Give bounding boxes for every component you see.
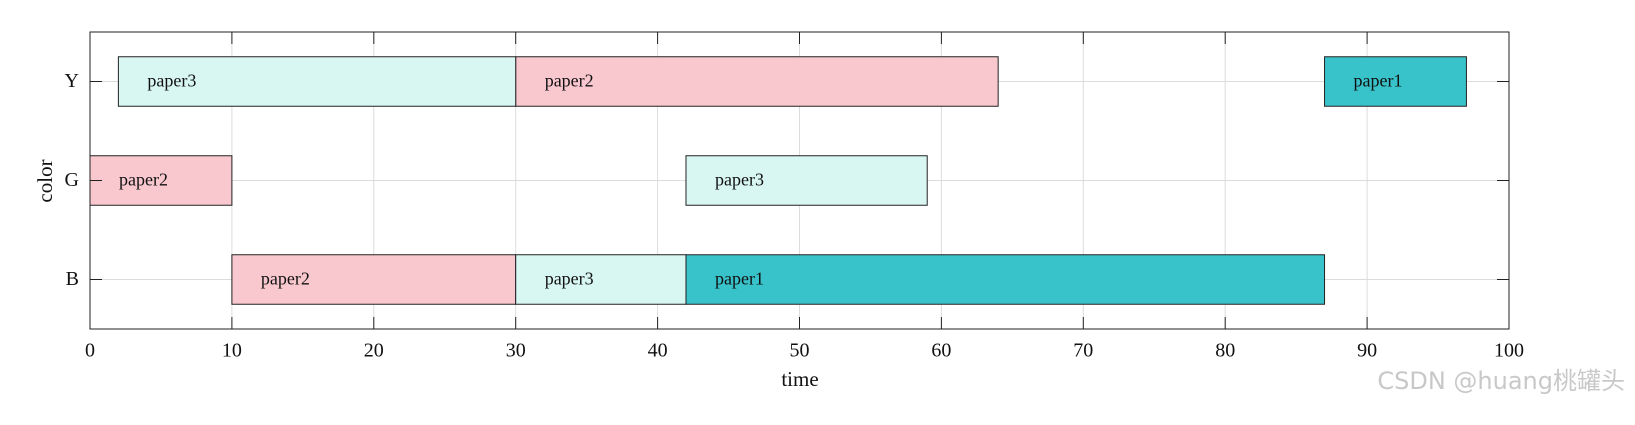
task-bar xyxy=(685,155,928,206)
task-bar xyxy=(89,155,233,206)
task-label: paper3 xyxy=(545,269,594,289)
x-tick-label: 70 xyxy=(1073,340,1093,362)
x-tick-label: 40 xyxy=(648,340,668,362)
y-tick-label: B xyxy=(66,268,79,290)
x-tick-label: 90 xyxy=(1357,340,1377,362)
y-tick-label: G xyxy=(65,169,79,191)
task-label: paper2 xyxy=(545,71,594,91)
task-bar xyxy=(515,56,999,107)
ticks: 0 10 20 30 40 50 60 70 80 90 100 Y G B xyxy=(65,32,1524,362)
task-label: paper2 xyxy=(261,269,310,289)
task-label: paper1 xyxy=(715,269,764,289)
x-tick-label: 0 xyxy=(85,340,95,362)
task-label: paper3 xyxy=(147,71,196,91)
task-bar xyxy=(685,254,1326,305)
task-label: paper2 xyxy=(119,170,168,190)
task-label: paper1 xyxy=(1354,71,1403,91)
x-tick-label: 60 xyxy=(931,340,951,362)
task-bar xyxy=(515,254,687,305)
x-tick-label: 50 xyxy=(790,340,810,362)
x-axis-title: time xyxy=(781,367,818,391)
task-bar xyxy=(1324,56,1467,107)
x-tick-label: 10 xyxy=(222,340,242,362)
y-tick-label: Y xyxy=(65,70,79,92)
x-tick-label: 30 xyxy=(506,340,526,362)
x-tick-label: 80 xyxy=(1215,340,1235,362)
watermark: CSDN @huang桃罐头 xyxy=(1377,367,1625,395)
task-bar xyxy=(117,56,517,107)
x-tick-label: 100 xyxy=(1494,340,1524,362)
task-bar xyxy=(231,254,517,305)
x-tick-label: 20 xyxy=(364,340,384,362)
bars: paper1 paper1 paper2 paper2 paper2 paper3 pape… xyxy=(89,56,1467,305)
y-axis-title: color xyxy=(33,159,57,202)
task-label: paper3 xyxy=(715,170,764,190)
